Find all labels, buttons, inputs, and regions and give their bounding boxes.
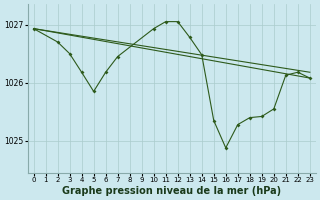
- X-axis label: Graphe pression niveau de la mer (hPa): Graphe pression niveau de la mer (hPa): [62, 186, 281, 196]
